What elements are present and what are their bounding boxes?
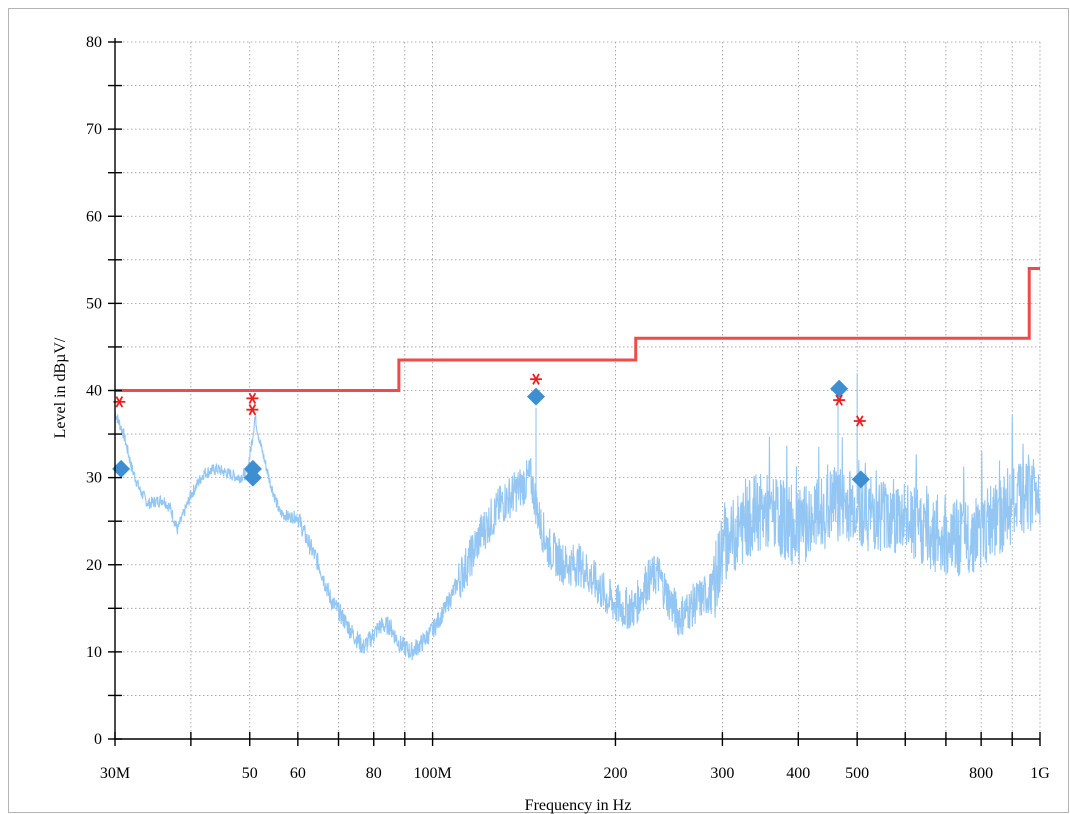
final-measurement-diamond	[243, 468, 262, 487]
measurement-trace-layer	[114, 373, 1041, 661]
y-tick-label: 40	[86, 383, 102, 400]
y-axis-title: Level in dBµV/	[52, 337, 69, 438]
x-tick-labels: 30M 50 60 80 100M 200 300 400 500 800 1G	[100, 765, 1050, 782]
final-measurement-diamond	[830, 379, 849, 398]
measurement-trace	[114, 373, 1041, 661]
peak-marker-asterisk	[833, 394, 846, 406]
marker-layer	[112, 373, 870, 489]
x-tick-label: 300	[710, 765, 734, 782]
y-tick-label: 20	[86, 557, 102, 574]
limit-line	[115, 267, 1040, 392]
peak-marker-asterisk	[246, 392, 259, 404]
peak-marker-asterisk	[530, 373, 543, 385]
x-tick-label: 60	[290, 765, 306, 782]
axes	[108, 38, 1041, 746]
final-measurement-diamond	[112, 459, 131, 478]
y-tick-labels: 0 10 20 30 40 50 60 70 80	[86, 34, 102, 748]
final-measurement-diamond	[851, 470, 870, 489]
x-tick-label: 800	[969, 765, 993, 782]
y-tick-label: 0	[94, 731, 102, 748]
x-tick-label: 200	[603, 765, 627, 782]
limit-line-layer	[115, 267, 1040, 392]
x-tick-label: 500	[845, 765, 869, 782]
peak-marker-asterisk	[246, 404, 259, 416]
x-tick-label: 100M	[413, 765, 451, 782]
y-tick-label: 70	[86, 121, 102, 138]
y-tick-label: 30	[86, 470, 102, 487]
x-tick-label: 50	[242, 765, 258, 782]
x-tick-label: 1G	[1030, 765, 1050, 782]
final-measurement-diamond	[527, 387, 546, 406]
x-tick-label: 80	[366, 765, 382, 782]
x-tick-label: 30M	[100, 765, 130, 782]
y-tick-label: 80	[86, 34, 102, 51]
y-tick-label: 50	[86, 295, 102, 312]
x-tick-label: 400	[786, 765, 810, 782]
chart-border	[8, 8, 1069, 813]
x-axis-title: Frequency in Hz	[525, 797, 632, 814]
peak-marker-asterisk	[853, 415, 866, 427]
y-tick-label: 10	[86, 644, 102, 661]
y-tick-label: 60	[86, 208, 102, 225]
